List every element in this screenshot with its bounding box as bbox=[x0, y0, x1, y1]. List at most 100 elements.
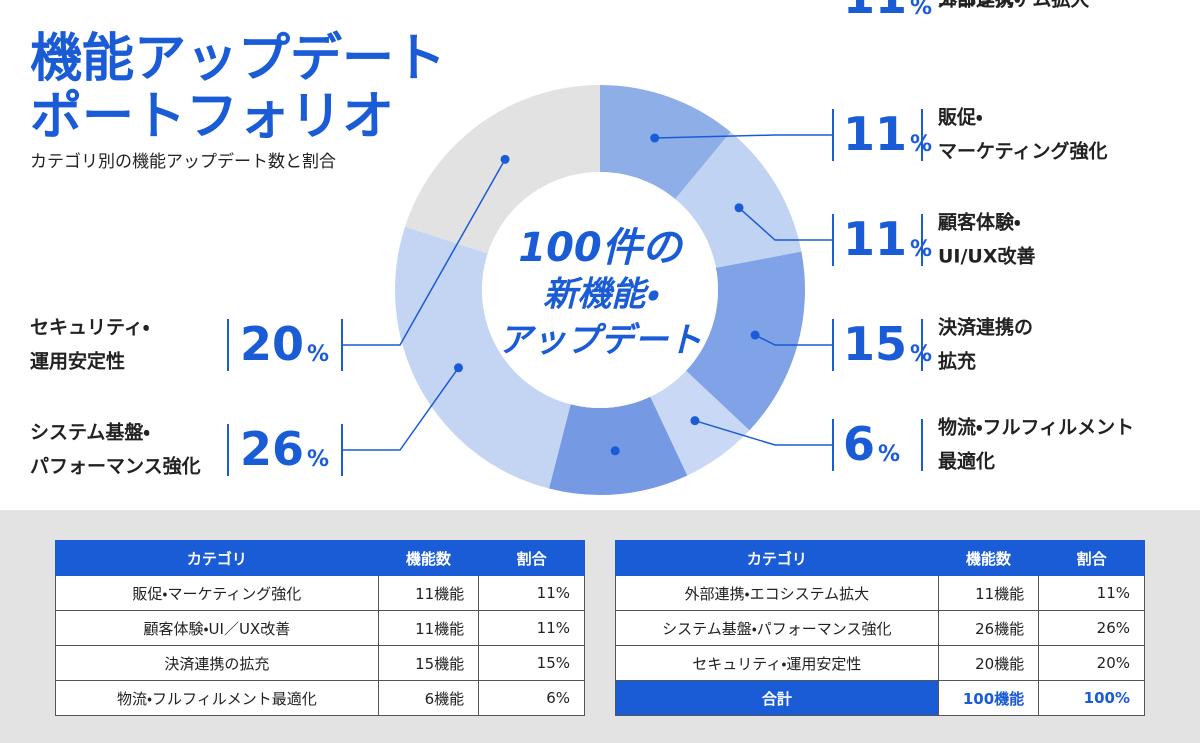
leader-line bbox=[738, 207, 833, 241]
value-number: 11 bbox=[843, 107, 907, 161]
category-label: セキュリティ・ bbox=[30, 317, 149, 339]
leader-dot bbox=[734, 203, 744, 213]
category-label: 最適化 bbox=[938, 450, 995, 473]
table-cell: 26% bbox=[1038, 610, 1145, 646]
title-line: ポートフォリオ bbox=[30, 87, 394, 147]
value-label: 20% bbox=[240, 317, 329, 371]
table-row: システム基盤・パフォーマンス強化 26機能 26% bbox=[615, 610, 1145, 646]
value-number: 11 bbox=[843, 212, 907, 266]
table-row: 販促・マーケティング強化 11機能 11% bbox=[55, 575, 585, 611]
table-header: 機能数 bbox=[377, 540, 480, 576]
value-label: 11% bbox=[843, 107, 932, 161]
value-unit: % bbox=[307, 447, 329, 472]
center-text: アップデート bbox=[498, 321, 702, 361]
category-label: システム基盤・ bbox=[30, 421, 150, 444]
value-unit: % bbox=[910, 342, 932, 367]
table-cell: 11% bbox=[1038, 575, 1145, 611]
category-label: パフォーマンス強化 bbox=[30, 455, 201, 478]
table-cell: 11機能 bbox=[937, 575, 1040, 611]
table-cell: 11% bbox=[478, 575, 585, 611]
leader-line bbox=[342, 367, 460, 451]
table-cell: 外部連携・エコシステム拡大 bbox=[615, 575, 939, 611]
leader-dot bbox=[750, 330, 760, 340]
leader-dot bbox=[690, 416, 700, 426]
table-panel: カテゴリ 機能数 割合 販促・マーケティング強化 11機能 11% 顧客体験・UI／UX改善… bbox=[0, 510, 1200, 743]
table-header-row: カテゴリ 機能数 割合 bbox=[615, 540, 1145, 576]
value-label: 11% bbox=[843, 212, 932, 266]
table-cell: 15% bbox=[478, 645, 585, 681]
category-label: エコシステム拡大 bbox=[938, 0, 1089, 11]
table-cell: 6% bbox=[478, 680, 585, 716]
leader-dot bbox=[610, 446, 620, 456]
leader-dot bbox=[453, 363, 463, 373]
donut-slice bbox=[405, 85, 600, 254]
table-cell: 100% bbox=[1038, 680, 1145, 716]
table-header: 機能数 bbox=[937, 540, 1040, 576]
table-cell: 決済連携の拡充 bbox=[55, 645, 379, 681]
value-number: 15 bbox=[843, 317, 907, 371]
value-label: 6% bbox=[843, 417, 900, 471]
table: カテゴリ 機能数 割合 販促・マーケティング強化 11機能 11% 顧客体験・UI／UX改善… bbox=[55, 540, 585, 716]
value-label: 11% bbox=[843, 0, 932, 24]
table-header-row: カテゴリ 機能数 割合 bbox=[55, 540, 585, 576]
leader-line bbox=[654, 134, 833, 139]
donut-slice bbox=[549, 396, 688, 495]
value-unit: % bbox=[878, 442, 900, 467]
table-cell: 6機能 bbox=[377, 680, 480, 716]
category-label: 決済連携の bbox=[938, 316, 1033, 339]
value-label: 26% bbox=[240, 422, 329, 476]
leader-line bbox=[694, 419, 833, 446]
table-cell: セキュリティ・運用安定性 bbox=[615, 645, 939, 681]
table-cell: システム基盤・パフォーマンス強化 bbox=[615, 610, 939, 646]
value-label: 15% bbox=[843, 317, 932, 371]
donut-slice bbox=[395, 226, 571, 489]
table-cell: 15機能 bbox=[377, 645, 480, 681]
table: カテゴリ 機能数 割合 外部連携・エコシステム拡大 11機能 11% システム基盤・パフォー… bbox=[615, 540, 1145, 716]
leader-dot bbox=[650, 133, 660, 143]
table-header: 割合 bbox=[478, 540, 585, 576]
value-unit: % bbox=[910, 0, 932, 20]
value-unit: % bbox=[910, 132, 932, 157]
table-cell: 20機能 bbox=[937, 645, 1040, 681]
table-row: 顧客体験・UI／UX改善 11機能 11% bbox=[55, 610, 585, 646]
category-label: UI/UX改善 bbox=[938, 245, 1036, 268]
table-header: 割合 bbox=[1038, 540, 1145, 576]
chart: 機能アップデート ポートフォリオ カテゴリ別の機能アップデート数と割合 11 %販… bbox=[30, 0, 1134, 495]
table-cell: 合計 bbox=[615, 680, 939, 716]
value-number: 11 bbox=[843, 0, 907, 24]
donut-slice bbox=[675, 132, 802, 268]
table-row: セキュリティ・運用安定性 20機能 20% bbox=[615, 645, 1145, 681]
table-header: カテゴリ bbox=[615, 540, 939, 576]
title-line: 機能アップデート bbox=[30, 29, 446, 89]
category-label: 販促・ bbox=[937, 106, 982, 129]
leader-line bbox=[754, 334, 833, 346]
table-cell: 11機能 bbox=[377, 610, 480, 646]
table-cell: 販促・マーケティング強化 bbox=[55, 575, 379, 611]
category-label: マーケティング強化 bbox=[938, 140, 1107, 163]
center-text: 100件の bbox=[518, 225, 684, 271]
category-label: 運用安定性 bbox=[30, 350, 125, 373]
category-label: 顧客体験・ bbox=[938, 211, 1020, 234]
table-row: 決済連携の拡充 15機能 15% bbox=[55, 645, 585, 681]
donut-slice bbox=[686, 251, 805, 431]
table-cell: 11機能 bbox=[377, 575, 480, 611]
value-number: 26 bbox=[240, 422, 304, 476]
category-label: 物流・フルフィルメント bbox=[938, 416, 1134, 439]
leader-line bbox=[342, 158, 506, 346]
donut-hole bbox=[482, 172, 718, 408]
table-cell: 20% bbox=[1038, 645, 1145, 681]
table-cell: 100機能 bbox=[937, 680, 1040, 716]
subtitle: カテゴリ別の機能アップデート数と割合 bbox=[30, 151, 336, 172]
donut-slice bbox=[600, 85, 731, 200]
category-label: 拡充 bbox=[938, 350, 976, 373]
table-row: 外部連携・エコシステム拡大 11機能 11% bbox=[615, 575, 1145, 611]
value-unit: % bbox=[910, 237, 932, 262]
value-unit: % bbox=[307, 342, 329, 367]
table-cell: 11% bbox=[478, 610, 585, 646]
table-row: 物流・フルフィルメント最適化 6機能 6% bbox=[55, 680, 585, 716]
category-label: 外部連携・ bbox=[937, 0, 1020, 11]
table-cell: 26機能 bbox=[937, 610, 1040, 646]
table-cell: 顧客体験・UI／UX改善 bbox=[55, 610, 379, 646]
